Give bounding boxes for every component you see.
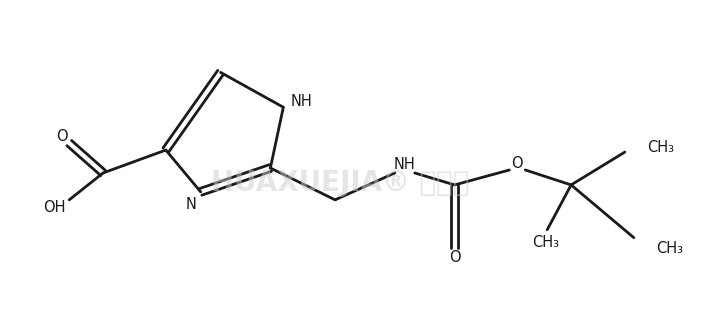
Text: NH: NH: [394, 156, 415, 172]
Text: NH: NH: [291, 94, 312, 109]
Text: OH: OH: [43, 200, 65, 215]
Text: O: O: [449, 250, 460, 265]
Text: O: O: [57, 129, 68, 144]
Text: CH₃: CH₃: [531, 235, 559, 250]
Text: O: O: [512, 155, 523, 171]
Text: HUAXUEJIA® 化学加: HUAXUEJIA® 化学加: [211, 169, 469, 197]
Text: N: N: [186, 197, 196, 212]
Text: CH₃: CH₃: [647, 140, 674, 154]
Text: CH₃: CH₃: [655, 241, 683, 256]
